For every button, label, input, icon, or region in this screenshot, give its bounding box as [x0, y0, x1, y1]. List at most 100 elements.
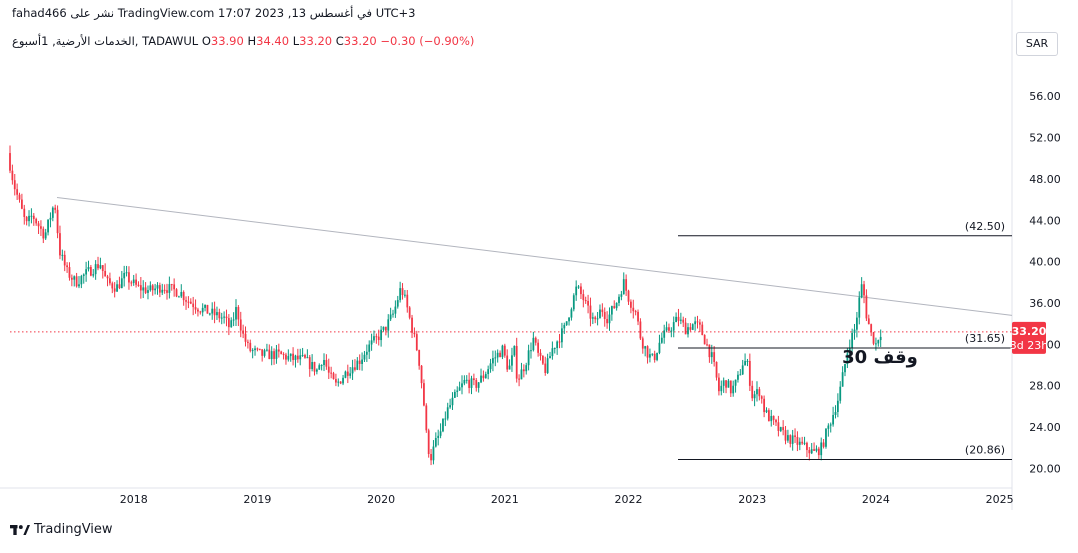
published-text: fahad466 نشر على TradingView.com في أغسط… — [12, 6, 416, 20]
candle-body — [16, 189, 19, 195]
candle-body — [442, 418, 444, 432]
candle-body — [337, 381, 340, 383]
candle-body — [244, 333, 247, 342]
candle-body — [130, 282, 133, 284]
candle-body — [453, 391, 456, 398]
currency-button[interactable]: SAR — [1016, 32, 1058, 56]
candle-body — [482, 375, 485, 379]
candle-body — [237, 307, 240, 320]
candle-body — [263, 350, 266, 356]
y-tick-label: 48.00 — [1029, 173, 1061, 186]
candle-body — [556, 341, 559, 349]
candle-body — [44, 232, 47, 239]
candle-body — [879, 336, 882, 341]
footer-brand[interactable]: TradingView — [10, 522, 113, 537]
candle-body — [803, 442, 806, 444]
open-value: 33.90 — [210, 34, 244, 48]
candle-body — [855, 317, 858, 330]
candle-body — [649, 354, 651, 358]
candle-body — [323, 359, 325, 366]
candle-body — [687, 327, 689, 335]
candle-body — [330, 372, 333, 374]
open-label: O — [201, 34, 211, 48]
candle-body — [158, 285, 161, 293]
candle-body — [213, 308, 216, 316]
candle-body — [11, 170, 14, 181]
candle-body — [23, 208, 26, 217]
candle-body — [565, 321, 568, 325]
candle-body — [537, 342, 540, 353]
candle-body — [354, 367, 356, 370]
candle-body — [356, 360, 359, 370]
candle-body — [515, 345, 518, 379]
candle-body — [178, 296, 180, 298]
candle-body — [194, 307, 197, 310]
x-tick-label: 2024 — [862, 493, 890, 506]
candle-body — [168, 284, 171, 293]
footer-brand-label: TradingView — [34, 522, 113, 537]
candle-body — [558, 341, 561, 343]
candle-body — [49, 217, 52, 220]
candle-body — [451, 397, 454, 406]
candle-body — [587, 300, 589, 306]
trendline — [56, 197, 1013, 316]
candle-body — [287, 356, 290, 360]
candle-body — [151, 285, 154, 291]
candle-body — [75, 276, 78, 287]
candle-body — [603, 312, 606, 320]
candle-body — [444, 418, 447, 420]
candle-body — [770, 415, 773, 422]
candle-body — [399, 288, 402, 301]
candle-body — [727, 380, 730, 388]
candle-body — [275, 349, 278, 359]
candle-body — [656, 352, 658, 360]
candle-body — [139, 285, 142, 291]
level-label: (20.86) — [965, 444, 1005, 457]
candle-body — [92, 274, 95, 276]
candle-body — [877, 340, 880, 344]
candle-body — [315, 369, 318, 372]
candle-body — [349, 373, 352, 376]
candle-body — [97, 264, 99, 269]
candle-body — [61, 254, 64, 256]
candle-body — [677, 316, 680, 321]
candle-body — [268, 349, 271, 360]
candle-body — [116, 284, 118, 292]
candle-body — [829, 424, 832, 426]
candle-body — [853, 329, 856, 333]
candle-body — [261, 349, 264, 356]
candle-body — [225, 316, 228, 319]
candle-body — [365, 351, 368, 355]
candle-body — [539, 352, 542, 356]
candle-body — [270, 351, 273, 360]
candle-body — [839, 386, 842, 401]
candle-body — [844, 363, 846, 373]
candle-body — [675, 316, 677, 323]
candle-body — [865, 295, 868, 319]
candle-body — [94, 264, 97, 275]
candle-body — [166, 290, 168, 293]
candle-body — [610, 306, 613, 315]
candle-body — [541, 355, 544, 364]
candle-body — [606, 319, 609, 324]
candle-body — [285, 354, 287, 360]
candle-body — [867, 318, 870, 325]
candle-body — [775, 419, 777, 423]
candle-body — [553, 348, 556, 350]
candle-body — [851, 332, 854, 348]
candle-body — [570, 309, 573, 318]
candle-body — [382, 326, 385, 330]
candle-body — [66, 265, 68, 268]
candle-body — [679, 319, 682, 321]
candle-body — [404, 294, 406, 296]
candle-body — [810, 449, 813, 454]
candle-body — [834, 411, 837, 415]
candle-body — [306, 357, 309, 359]
candle-body — [715, 361, 718, 378]
candle-body — [339, 381, 342, 384]
candle-body — [577, 286, 580, 288]
candle-body — [37, 223, 40, 227]
candle-body — [185, 300, 187, 302]
